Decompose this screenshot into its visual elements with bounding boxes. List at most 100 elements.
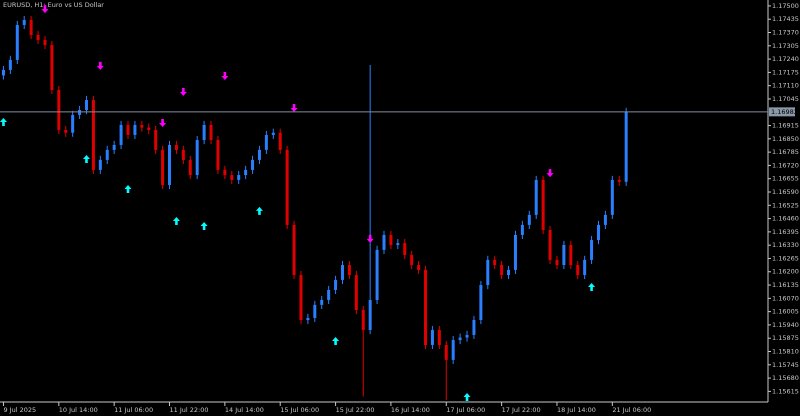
candle-body — [417, 265, 421, 270]
price-label-box — [769, 107, 795, 117]
candle-body — [424, 269, 428, 345]
signal-arrow — [588, 282, 596, 291]
candle-body — [91, 99, 95, 170]
candle-body — [610, 179, 614, 215]
candle-body — [264, 134, 268, 150]
y-tick-label: 1.17305 — [772, 42, 799, 50]
x-tick-label: 15 Jul 06:00 — [280, 406, 319, 414]
signal-arrow — [41, 5, 49, 14]
candle-body — [375, 249, 379, 300]
candle-body — [147, 127, 151, 131]
x-tick-label: 11 Jul 06:00 — [114, 406, 153, 414]
candle-body — [140, 124, 144, 128]
candle-body — [126, 124, 130, 135]
candle-body — [223, 169, 227, 176]
y-tick-label: 1.17500 — [772, 2, 799, 10]
y-tick-label: 1.17240 — [772, 55, 799, 63]
candle-body — [43, 40, 47, 45]
y-tick-label: 1.17175 — [772, 68, 799, 76]
candle-body — [292, 224, 296, 276]
candle-body — [527, 214, 531, 225]
chart-title: EURUSD, H1: Euro vs US Dollar — [3, 1, 104, 9]
y-tick-label: 1.15875 — [772, 334, 799, 342]
candle-body — [430, 330, 434, 345]
candle-body — [520, 224, 524, 235]
candle-body — [313, 304, 317, 318]
x-tick-label: 11 Jul 22:00 — [170, 406, 209, 414]
signal-arrow — [463, 393, 471, 402]
candle-body — [500, 265, 504, 276]
candle-body — [562, 244, 566, 266]
candle-body — [576, 265, 580, 276]
candle-body — [188, 159, 192, 176]
y-tick-label: 1.16005 — [772, 308, 799, 316]
candle-body — [50, 44, 54, 90]
candle-body — [105, 149, 109, 160]
candle-body — [181, 149, 185, 160]
candle-body — [437, 330, 441, 345]
candle-body — [493, 259, 497, 266]
candle-body — [555, 259, 559, 266]
candle-body — [154, 130, 158, 150]
candle-body — [541, 179, 545, 231]
candle-body — [36, 34, 40, 41]
candle-body — [382, 234, 386, 250]
y-tick-label: 1.16590 — [772, 188, 799, 196]
candle-body — [22, 20, 26, 25]
candle-body — [569, 244, 573, 266]
candle-body — [244, 169, 248, 176]
candle-body — [78, 110, 82, 115]
y-tick-label: 1.15680 — [772, 374, 799, 382]
candle-body — [251, 159, 255, 170]
x-tick-label: 9 Jul 2025 — [3, 406, 36, 414]
candle-body — [71, 114, 75, 133]
y-tick-label: 1.15810 — [772, 347, 799, 355]
y-tick-label: 1.17110 — [772, 82, 799, 90]
signal-arrow — [179, 87, 187, 96]
x-tick-label: 18 Jul 14:00 — [557, 406, 596, 414]
candle-body — [278, 132, 282, 150]
candle-body — [320, 299, 324, 305]
candle-body — [458, 337, 462, 341]
candle-body — [306, 317, 310, 321]
candle-body — [216, 140, 220, 170]
candle-body — [534, 179, 538, 215]
y-tick-label: 1.16200 — [772, 268, 799, 276]
candle-body — [596, 224, 600, 241]
candle-body — [112, 144, 116, 150]
candle-body — [8, 59, 12, 70]
y-tick-label: 1.17370 — [772, 29, 799, 37]
signal-arrow — [96, 61, 104, 70]
candle-body — [209, 124, 213, 141]
x-tick-label: 17 Jul 22:00 — [502, 406, 541, 414]
candle-body — [195, 140, 199, 176]
candle-body — [507, 269, 511, 276]
y-tick-label: 1.15940 — [772, 321, 799, 329]
candle-body — [340, 265, 344, 280]
candle-body — [15, 24, 19, 60]
y-tick-label: 1.15615 — [772, 387, 799, 395]
candle-body — [1, 69, 5, 76]
y-tick-label: 1.17435 — [772, 15, 799, 23]
candle-body — [57, 89, 61, 131]
signal-arrow — [546, 169, 554, 178]
signal-arrow — [200, 222, 208, 231]
y-tick-label: 1.16915 — [772, 122, 799, 130]
candle-body — [479, 285, 483, 321]
candle-body — [451, 340, 455, 360]
y-tick-label: 1.16070 — [772, 294, 799, 302]
candle-body — [29, 20, 33, 35]
candle-body — [410, 254, 414, 266]
y-tick-label: 1.16395 — [772, 228, 799, 236]
candle-body — [590, 240, 594, 260]
candle-body — [368, 299, 372, 331]
signal-arrow — [255, 206, 263, 215]
signal-arrow — [221, 71, 229, 80]
signal-arrow — [172, 216, 180, 225]
candle-body — [513, 234, 517, 270]
y-tick-label: 1.16655 — [772, 175, 799, 183]
y-tick-label: 1.16785 — [772, 148, 799, 156]
